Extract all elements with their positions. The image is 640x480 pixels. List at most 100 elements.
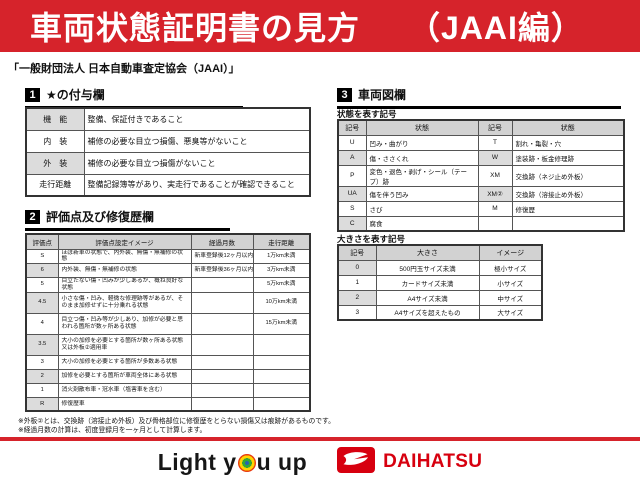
grade-months	[190, 382, 254, 398]
table-header-row: 記号 大きさ イメージ	[337, 244, 543, 261]
slogan: Light y u up	[158, 449, 307, 476]
state-symbol	[477, 215, 513, 232]
section2-title: 評価点及び修復歴欄	[46, 210, 155, 224]
grade-months	[190, 396, 254, 412]
state-desc: 腐食	[365, 215, 479, 232]
criteria-desc: 整備、保証付きであること	[83, 107, 311, 131]
state-desc: さび	[365, 200, 479, 217]
table-header-row: 評価点 評価点設定イメージ 経過月数 走行距離	[25, 233, 311, 250]
grade-desc: 修復歴車	[57, 396, 192, 412]
table-row: A 傷・ささくれ W 塗装跡・板金修理跡	[337, 149, 625, 166]
state-symbol: XM	[477, 164, 513, 187]
grade-distance	[252, 333, 311, 356]
column-header: 状態	[511, 119, 625, 136]
table-row: 5 目立たない傷・凹みが少しあるが、概ね良好な状態 5万km未満	[25, 277, 311, 293]
table-row: 6 内外装、無傷・無補修の状態 新車登録後36ヶ月以内 3万km未満	[25, 263, 311, 279]
column-header: 走行距離	[252, 233, 311, 250]
size-symbol: 3	[337, 304, 377, 321]
state-desc: 傷を伴う凹み	[365, 185, 479, 202]
state-desc: 傷・ささくれ	[365, 149, 479, 166]
state-symbol: A	[337, 149, 367, 166]
column-header: 記号	[337, 119, 367, 136]
grade-desc: 目立つ傷・凹み等が少しあり、加修が必要と思われる箇所が数ヶ所ある状態	[57, 312, 192, 335]
slogan-text-left: Light y	[157, 448, 237, 475]
grade-score: 1	[25, 382, 59, 398]
column-header: 記号	[337, 244, 377, 261]
state-symbol-table: 記号 状態 記号 状態 U 凹み・曲がり T 割れ・亀裂・穴 A 傷・ささくれ …	[337, 119, 625, 232]
criteria-label: 走行距離	[25, 173, 85, 197]
table-row: 4.5 小さな傷・凹み、軽微な修理跡等があるが、そのまま加修せずに十分乗れる状態…	[25, 291, 311, 314]
state-desc: 交換跡（ネジ止め外板）	[511, 164, 625, 187]
grade-score: 5	[25, 277, 59, 293]
state-desc: 塗装跡・板金修理跡	[511, 149, 625, 166]
grade-months	[190, 291, 254, 314]
right-column: 3 車両図欄 状態を表す記号 記号 状態 記号 状態 U 凹み・曲がり T 割れ…	[337, 86, 625, 416]
grade-months: 新車登録後36ヶ月以内	[190, 263, 254, 279]
table-row: S ほぼ新車の状態で、内外装、無傷・無補修の状態 新車登録後12ヶ月以内 1万k…	[25, 248, 311, 265]
size-image: 小サイズ	[478, 274, 543, 291]
size-symbol-table: 記号 大きさ イメージ 0 500円玉サイズ未満 極小サイズ 1 カードサイズ未…	[337, 244, 543, 321]
grade-distance	[252, 354, 311, 370]
footnotes: ※外板②とは、交換跡（溶接止め外板）及び骨格部位に修復歴をとらない損傷又は痕跡が…	[18, 417, 335, 435]
criteria-desc: 補修の必要な目立つ損傷がないこと	[83, 151, 311, 175]
footer: Light y u up DAIHATSU	[0, 446, 640, 478]
grade-months	[190, 277, 254, 293]
left-column: 1 ★の付与欄 機 能 整備、保証付きであること 内 装 補修の必要な目立つ損傷…	[25, 86, 311, 416]
criteria-desc: 整備記録簿等があり、実走行であることが確認できること	[83, 173, 311, 197]
state-desc: 変色・退色・剥げ・シール（テープ）跡	[365, 164, 479, 187]
section3-title: 車両図欄	[358, 88, 407, 102]
grade-distance: 5万km未満	[252, 277, 311, 293]
criteria-label: 内 装	[25, 129, 85, 153]
column-header: 経過月数	[190, 233, 254, 250]
grade-score: 6	[25, 263, 59, 279]
association-subtitle: 「一般財団法人 日本自動車査定協会（JAAI）」	[8, 63, 240, 75]
slogan-o-target-icon	[237, 454, 256, 472]
footer-divider	[0, 437, 640, 441]
grade-desc: 大小の加修を必要とする箇所が数ヶ所ある状態又は外板②適用車	[57, 333, 192, 356]
criteria-label: 機 能	[25, 107, 85, 131]
grade-distance	[252, 396, 311, 412]
grade-score: 4	[25, 312, 59, 335]
section1-number-badge: 1	[25, 87, 40, 102]
table-row: 走行距離 整備記録簿等があり、実走行であることが確認できること	[25, 173, 311, 197]
section2-header: 2 評価点及び修復歴欄	[25, 208, 230, 231]
size-table-caption: 大きさを表す記号	[337, 234, 406, 244]
grade-desc: ほぼ新車の状態で、内外装、無傷・無補修の状態	[57, 248, 192, 265]
table-row: S さび M 修復歴	[337, 200, 625, 217]
state-symbol: UA	[337, 185, 367, 202]
grade-months: 新車登録後12ヶ月以内	[190, 248, 254, 265]
grade-desc: 加修を必要とする箇所が車両全体にある状態	[57, 368, 192, 384]
size-image: 中サイズ	[478, 289, 543, 306]
criteria-label: 外 装	[25, 151, 85, 175]
table-row: U 凹み・曲がり T 割れ・亀裂・穴	[337, 134, 625, 151]
size-symbol: 1	[337, 274, 377, 291]
table-row: 3 大小の加修を必要とする箇所が多数ある状態	[25, 354, 311, 370]
grade-distance: 10万km未満	[252, 291, 311, 314]
state-symbol: S	[337, 200, 367, 217]
table-row: R 修復歴車	[25, 396, 311, 412]
grade-distance	[252, 368, 311, 384]
grade-score: 3	[25, 354, 59, 370]
size-symbol: 0	[337, 259, 377, 276]
state-desc: 交換跡（溶接止め外板）	[511, 185, 625, 202]
footnote: ※経過月数の計算は、初度登録月を一ヶ月として計算します。	[18, 427, 207, 434]
grade-months	[190, 333, 254, 356]
size-desc: 500円玉サイズ未満	[375, 259, 480, 276]
page-title: 車両状態証明書の見方	[30, 10, 361, 46]
column-header: 評価点設定イメージ	[57, 233, 192, 250]
table-row: C 腐食	[337, 215, 625, 232]
state-table-caption: 状態を表す記号	[337, 109, 397, 119]
column-header: 大きさ	[375, 244, 480, 261]
section3-number-badge: 3	[337, 87, 352, 102]
page-title-edition: （JAAI編）	[408, 10, 584, 46]
grade-score: R	[25, 396, 59, 412]
grade-score: 3.5	[25, 333, 59, 356]
grade-table: 評価点 評価点設定イメージ 経過月数 走行距離 S ほぼ新車の状態で、内外装、無…	[25, 233, 311, 413]
table-row: 3 A4サイズを超えたもの 大サイズ	[337, 304, 543, 321]
state-symbol: T	[477, 134, 513, 151]
table-row: P 変色・退色・剥げ・シール（テープ）跡 XM 交換跡（ネジ止め外板）	[337, 164, 625, 187]
column-header: 評価点	[25, 233, 59, 250]
grade-distance: 3万km未満	[252, 263, 311, 279]
slogan-text-right: u up	[256, 448, 308, 475]
state-symbol: W	[477, 149, 513, 166]
